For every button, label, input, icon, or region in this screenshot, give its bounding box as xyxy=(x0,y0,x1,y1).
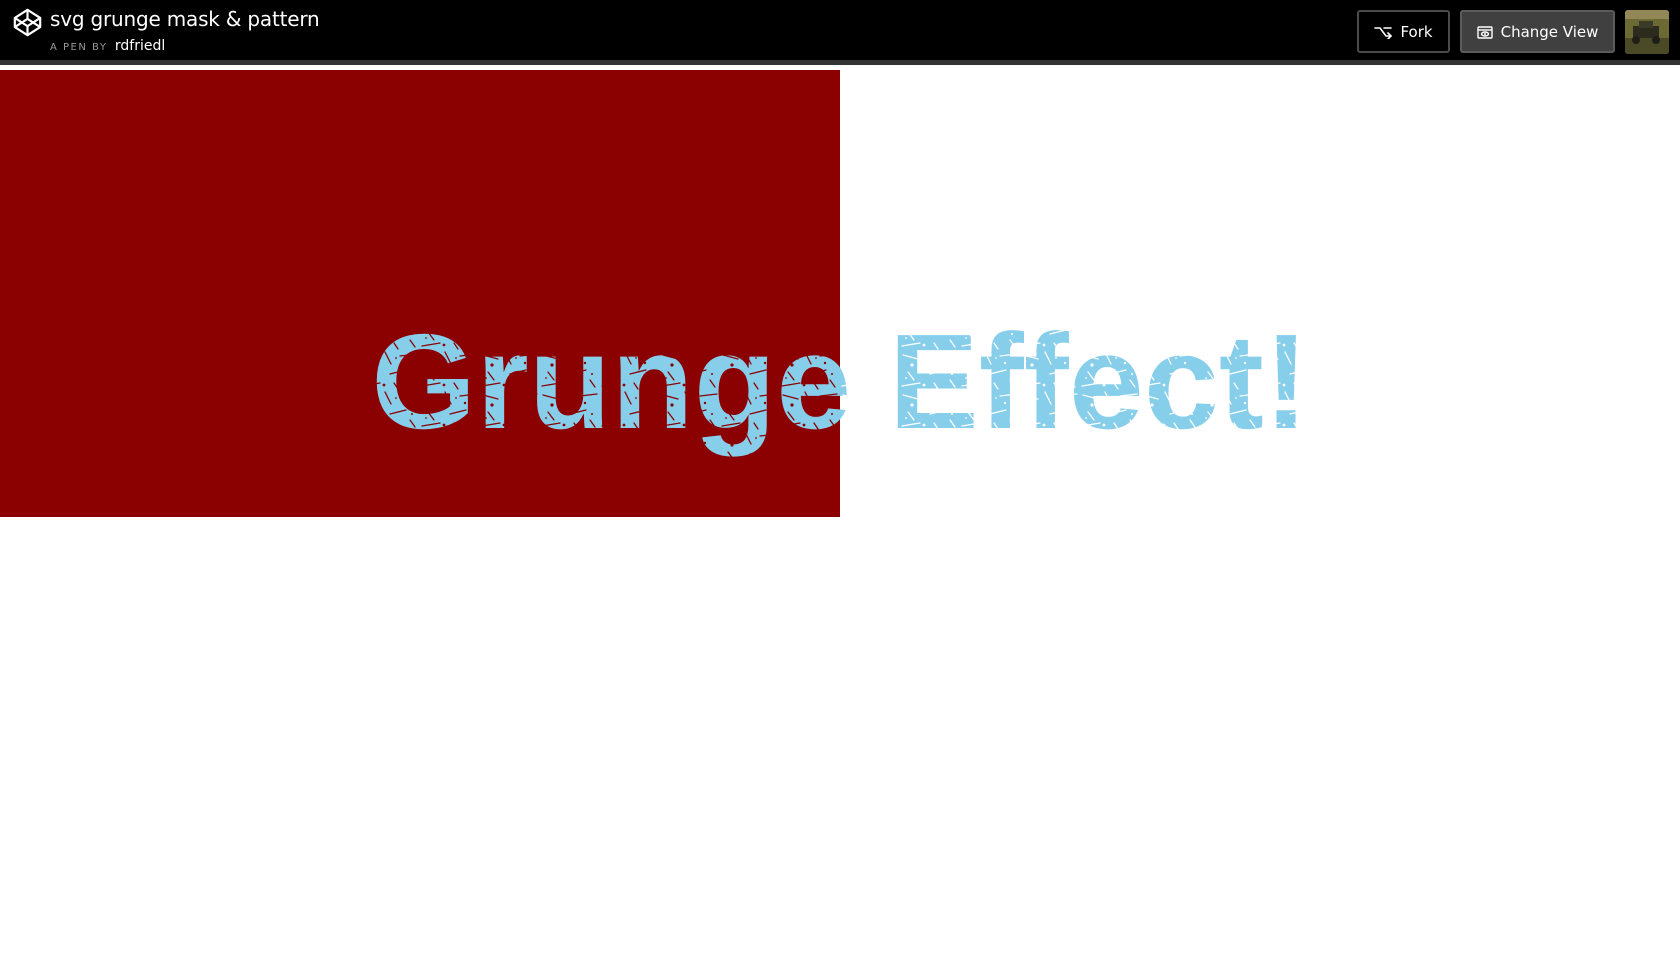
change-view-button[interactable]: Change View xyxy=(1460,10,1615,53)
grunge-text: Grunge Effect! xyxy=(371,306,1309,457)
fork-icon xyxy=(1374,26,1393,39)
red-box xyxy=(0,70,840,517)
pen-byline: A PEN BY rdfriedl xyxy=(50,37,165,57)
pen-title[interactable]: svg grunge mask & pattern xyxy=(50,7,320,31)
byline-prefix: A PEN BY xyxy=(50,42,108,53)
change-view-icon xyxy=(1476,25,1493,39)
change-view-label: Change View xyxy=(1500,22,1599,41)
fork-label: Fork xyxy=(1400,22,1433,41)
avatar-image xyxy=(1625,10,1669,54)
fork-button[interactable]: Fork xyxy=(1357,10,1450,53)
grunge-demo: Grunge Effect! xyxy=(0,70,1309,517)
user-avatar[interactable] xyxy=(1625,10,1669,54)
codepen-logo-icon[interactable] xyxy=(13,8,42,37)
author-link[interactable]: rdfriedl xyxy=(114,38,166,54)
pen-preview: Grunge Effect! xyxy=(0,70,1680,965)
codepen-header: svg grunge mask & pattern A PEN BY rdfri… xyxy=(0,0,1680,65)
